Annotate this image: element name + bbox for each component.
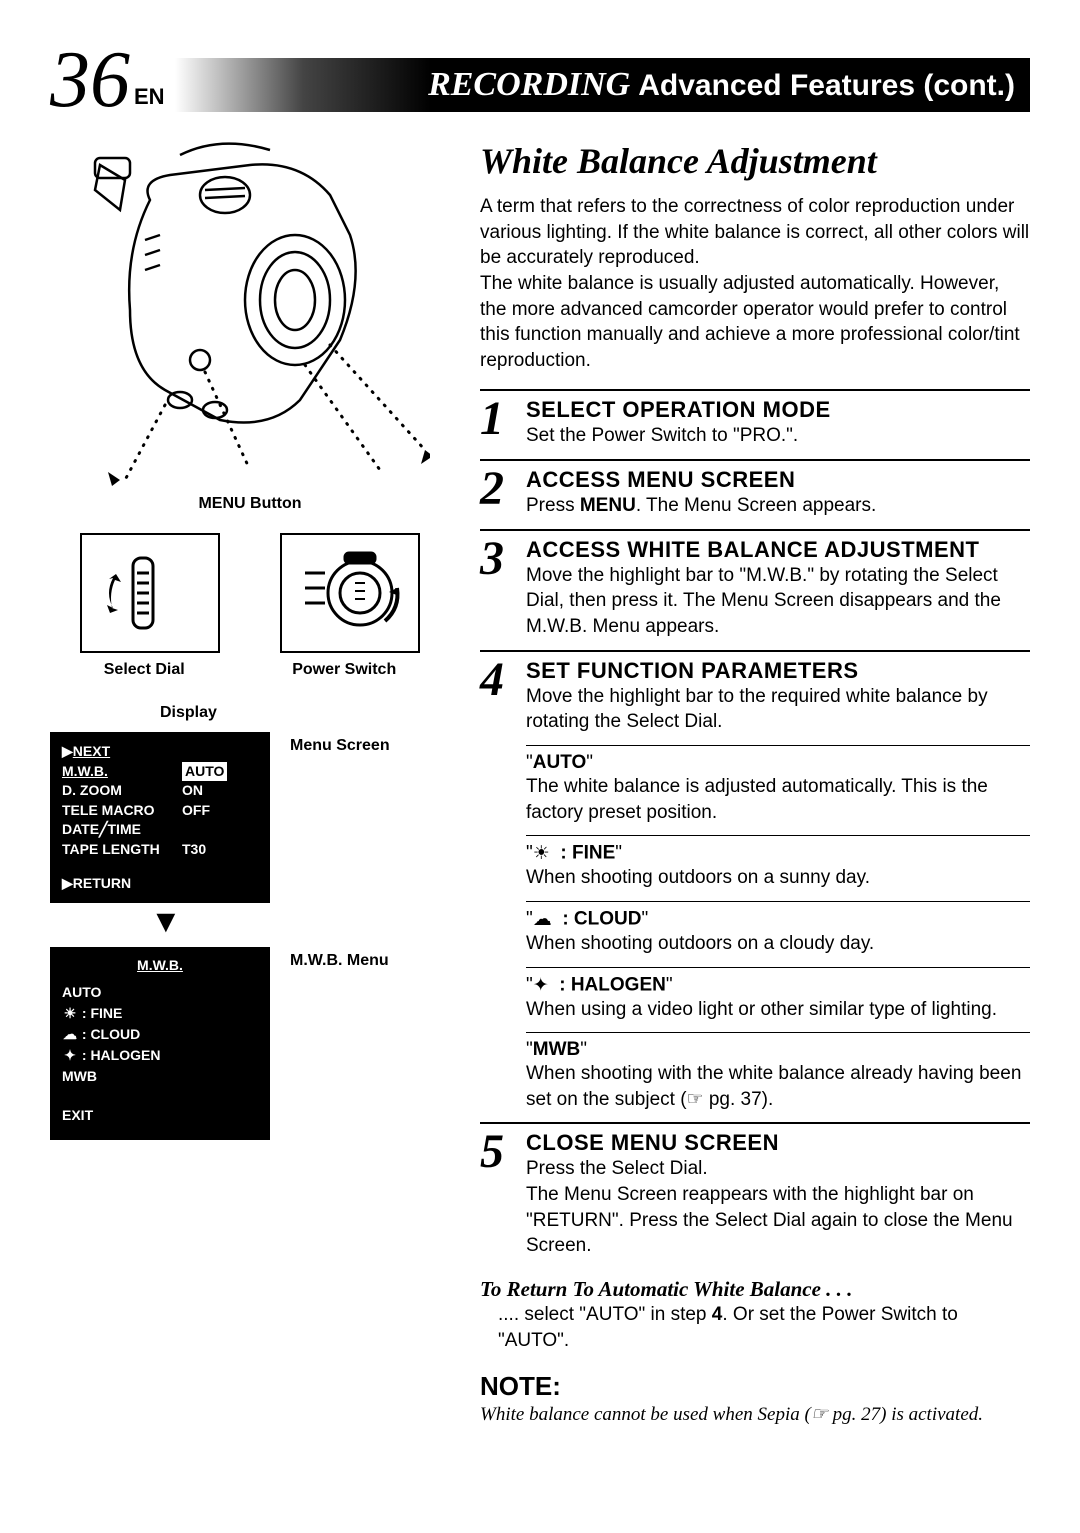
banner-recording: RECORDING: [428, 66, 630, 104]
step-text-2: Press MENU. The Menu Screen appears.: [526, 493, 1030, 519]
sub-auto: "AUTO" The white balance is adjusted aut…: [526, 745, 1030, 825]
menu-screen-display: ▶NEXT M.W.B.AUTO D. ZOOMON TELE MACROOFF…: [50, 732, 270, 903]
mwb-item-1: : FINE: [82, 1005, 122, 1021]
down-arrow-icon: ▼: [150, 905, 450, 937]
step-num-4: 4: [480, 658, 516, 735]
camcorder-illustration: [70, 140, 430, 490]
dial-labels: Select Dial Power Switch: [50, 661, 450, 679]
step-text-4: Move the highlight bar to the required w…: [526, 684, 1030, 735]
sub-cloud: "☁ : CLOUD" When shooting outdoors on a …: [526, 901, 1030, 957]
step-num-2: 2: [480, 467, 516, 519]
menu-val-0: AUTO: [182, 762, 227, 782]
step-title-5: CLOSE MENU SCREEN: [526, 1130, 1030, 1156]
sub-halogen-label: : HALOGEN: [559, 974, 666, 995]
menu-button-label: MENU Button: [50, 495, 450, 513]
step-num-1: 1: [480, 397, 516, 449]
menu-key-0: M.W.B.: [62, 762, 182, 782]
mwb-title: M.W.B.: [62, 955, 258, 976]
sun-icon: ☀: [62, 1003, 78, 1024]
mwb-item-0: AUTO: [62, 984, 101, 1000]
menu-key-4: TAPE LENGTH: [62, 840, 182, 860]
step-title-2: ACCESS MENU SCREEN: [526, 467, 1030, 493]
mwb-menu-display: M.W.B. AUTO ☀ : FINE ☁ : CLOUD ✦ : HALOG…: [50, 947, 270, 1140]
select-dial-label: Select Dial: [104, 661, 185, 679]
menu-return: RETURN: [73, 875, 131, 891]
sub-mwb-text: When shooting with the white balance alr…: [526, 1061, 1030, 1112]
left-column: MENU Button: [50, 140, 450, 1428]
sub-mwb-label: MWB: [533, 1039, 580, 1060]
step-title-1: SELECT OPERATION MODE: [526, 397, 1030, 423]
sun-icon: ☀: [533, 842, 550, 865]
mwb-item-3: : HALOGEN: [82, 1047, 161, 1063]
halogen-icon: ✦: [62, 1045, 78, 1066]
sub-fine-label: : FINE: [560, 843, 615, 864]
step-title-3: ACCESS WHITE BALANCE ADJUSTMENT: [526, 537, 1030, 563]
step-1: 1 SELECT OPERATION MODE Set the Power Sw…: [480, 389, 1030, 449]
menu-key-2: TELE MACRO: [62, 801, 182, 821]
step-5: 5 CLOSE MENU SCREEN Press the Select Dia…: [480, 1122, 1030, 1259]
mwb-item-2: : CLOUD: [82, 1026, 140, 1042]
right-column: White Balance Adjustment A term that ref…: [480, 140, 1030, 1428]
mwb-menu-label: M.W.B. Menu: [290, 952, 389, 970]
menu-key-3: DATE╱TIME: [62, 820, 182, 840]
display-label: Display: [160, 704, 450, 722]
intro-text: A term that refers to the correctness of…: [480, 194, 1030, 373]
halogen-icon: ✦: [533, 974, 549, 997]
sub-fine-text: When shooting outdoors on a sunny day.: [526, 865, 1030, 891]
sub-halogen: "✦ : HALOGEN" When using a video light o…: [526, 967, 1030, 1023]
sub-auto-label: AUTO: [533, 752, 586, 773]
cloud-icon: ☁: [533, 908, 552, 931]
sub-fine: "☀ : FINE" When shooting outdoors on a s…: [526, 835, 1030, 891]
menu-key-1: D. ZOOM: [62, 781, 182, 801]
cloud-icon: ☁: [62, 1024, 78, 1045]
sub-halogen-text: When using a video light or other simila…: [526, 997, 1030, 1023]
dial-row: [50, 533, 450, 653]
power-switch-illustration: [280, 533, 420, 653]
step-text-1: Set the Power Switch to "PRO.".: [526, 423, 1030, 449]
page-number: 36: [50, 40, 130, 120]
banner-subtitle: Advanced Features (cont.): [638, 69, 1015, 103]
step-title-4: SET FUNCTION PARAMETERS: [526, 658, 1030, 684]
menu-val-4: T30: [182, 840, 206, 860]
sub-cloud-label: : CLOUD: [562, 908, 641, 929]
step-4: 4 SET FUNCTION PARAMETERS Move the highl…: [480, 650, 1030, 735]
menu-screen-label: Menu Screen: [290, 737, 390, 755]
step-num-3: 3: [480, 537, 516, 640]
power-switch-label: Power Switch: [292, 661, 396, 679]
section-banner: RECORDING Advanced Features (cont.): [175, 58, 1030, 112]
note-title: NOTE:: [480, 1371, 1030, 1402]
return-title: To Return To Automatic White Balance . .…: [480, 1277, 1030, 1302]
step-num-5: 5: [480, 1130, 516, 1259]
sub-auto-text: The white balance is adjusted automatica…: [526, 774, 1030, 825]
sub-mwb: "MWB" When shooting with the white balan…: [526, 1032, 1030, 1112]
menu-next: NEXT: [73, 743, 110, 759]
menu-val-2: OFF: [182, 801, 210, 821]
step-text-5: Press the Select Dial.The Menu Screen re…: [526, 1156, 1030, 1259]
step-3: 3 ACCESS WHITE BALANCE ADJUSTMENT Move t…: [480, 529, 1030, 640]
step-2: 2 ACCESS MENU SCREEN Press MENU. The Men…: [480, 459, 1030, 519]
section-title: White Balance Adjustment: [480, 140, 1030, 182]
mwb-exit: EXIT: [62, 1107, 93, 1123]
page-header: 36 EN RECORDING Advanced Features (cont.…: [50, 40, 1030, 120]
sub-cloud-text: When shooting outdoors on a cloudy day.: [526, 931, 1030, 957]
page-lang: EN: [134, 84, 165, 110]
select-dial-illustration: [80, 533, 220, 653]
mwb-item-4: MWB: [62, 1068, 97, 1084]
step-text-3: Move the highlight bar to "M.W.B." by ro…: [526, 563, 1030, 640]
menu-val-1: ON: [182, 781, 203, 801]
note-text: White balance cannot be used when Sepia …: [480, 1402, 1030, 1428]
return-text: .... select "AUTO" in step 4. Or set the…: [498, 1302, 1030, 1353]
